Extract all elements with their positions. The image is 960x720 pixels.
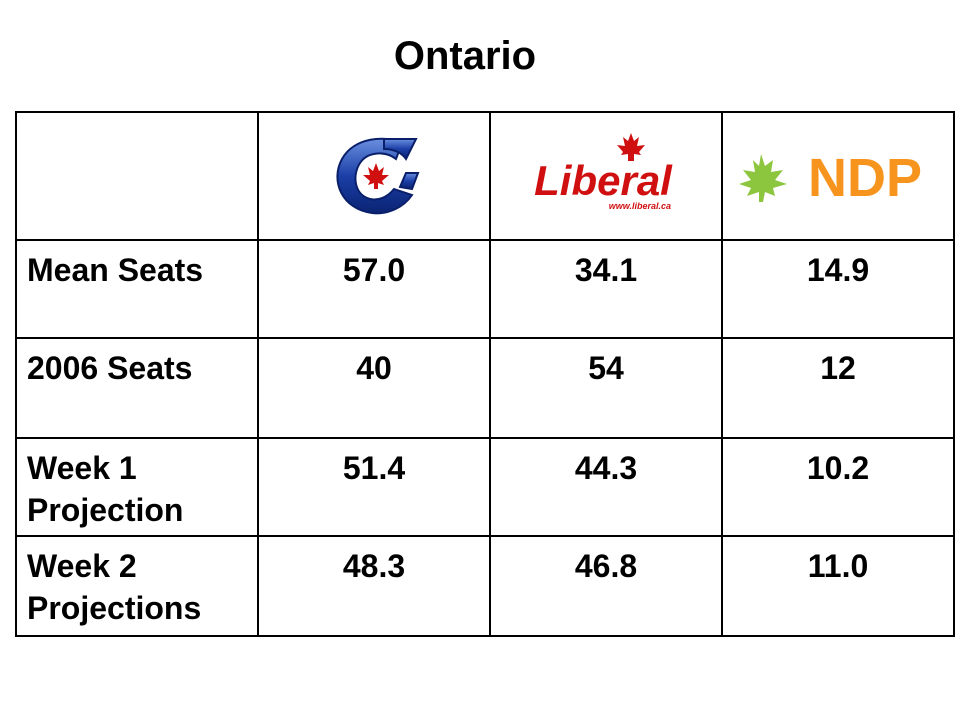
cell-conservative: 51.4 bbox=[257, 437, 491, 537]
header-cell-ndp: NDP bbox=[721, 111, 955, 241]
table-row: Mean Seats 57.0 34.1 14.9 bbox=[15, 239, 955, 339]
conservative-party-logo-icon bbox=[324, 133, 424, 227]
row-label: Week 2 Projections bbox=[15, 535, 259, 637]
cell-conservative: 40 bbox=[257, 337, 491, 439]
cell-liberal: 34.1 bbox=[489, 239, 723, 339]
cell-liberal: 44.3 bbox=[489, 437, 723, 537]
cell-ndp: 14.9 bbox=[721, 239, 955, 339]
cell-ndp: 12 bbox=[721, 337, 955, 439]
table-row: Week 2 Projections 48.3 46.8 11.0 bbox=[15, 535, 955, 637]
header-empty-cell bbox=[15, 111, 259, 241]
slide-title: Ontario bbox=[393, 34, 537, 78]
table-row: 2006 Seats 40 54 12 bbox=[15, 337, 955, 439]
cell-liberal: 54 bbox=[489, 337, 723, 439]
cell-liberal: 46.8 bbox=[489, 535, 723, 637]
row-label: Week 1 Projection bbox=[15, 437, 259, 537]
header-cell-conservative bbox=[257, 111, 491, 241]
table-header-row: Liberal www.liberal.ca NDP bbox=[15, 111, 955, 241]
table-row: Week 1 Projection 51.4 44.3 10.2 bbox=[15, 437, 955, 537]
cell-ndp: 11.0 bbox=[721, 535, 955, 637]
ndp-party-logo-icon: NDP bbox=[735, 140, 941, 220]
ndp-logo-wordmark: NDP bbox=[808, 148, 922, 208]
row-label: 2006 Seats bbox=[15, 337, 259, 439]
cell-ndp: 10.2 bbox=[721, 437, 955, 537]
cell-conservative: 57.0 bbox=[257, 239, 491, 339]
header-cell-liberal: Liberal www.liberal.ca bbox=[489, 111, 723, 241]
cell-conservative: 48.3 bbox=[257, 535, 491, 637]
liberal-logo-wordmark: Liberal bbox=[534, 157, 673, 204]
liberal-party-logo-icon: Liberal www.liberal.ca bbox=[531, 133, 681, 227]
seat-projection-table: Liberal www.liberal.ca NDP Mean Seats 57… bbox=[15, 111, 955, 637]
row-label: Mean Seats bbox=[15, 239, 259, 339]
liberal-logo-url: www.liberal.ca bbox=[609, 201, 671, 211]
